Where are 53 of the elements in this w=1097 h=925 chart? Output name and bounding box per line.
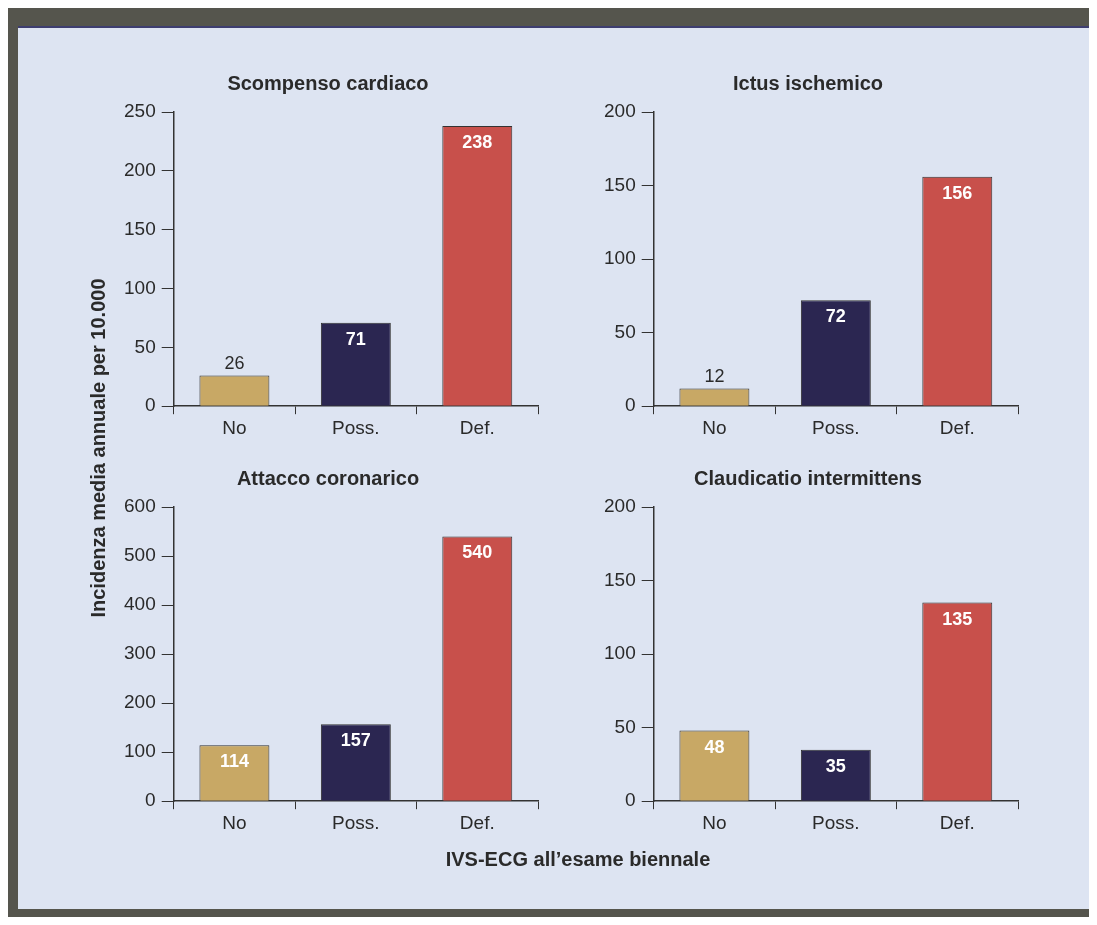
y-tick-label: 0 <box>625 394 636 416</box>
x-tick-label: Poss. <box>332 416 380 438</box>
data-label: 12 <box>704 365 725 386</box>
y-tick-label: 200 <box>604 100 636 122</box>
data-label: 71 <box>345 328 366 349</box>
x-tick-label: No <box>702 811 727 833</box>
y-tick-label: 200 <box>604 495 636 517</box>
y-tick-label: 100 <box>124 276 156 298</box>
x-tick-label: No <box>222 811 247 833</box>
y-tick-label: 200 <box>124 159 156 181</box>
y-tick-label: 400 <box>124 593 156 615</box>
chart-title: Attacco coronarico <box>236 466 420 489</box>
data-label: 540 <box>462 542 493 563</box>
y-axis-title: Incidenza media annuale per 10.000 <box>86 278 110 618</box>
data-label: 26 <box>224 352 245 373</box>
y-tick-label: 0 <box>145 394 156 416</box>
chart-title: Ictus ischemico <box>732 71 884 94</box>
y-tick-label: 0 <box>145 789 156 811</box>
y-tick-label: 200 <box>124 691 156 713</box>
x-tick-label: Def. <box>459 416 495 438</box>
data-label: 35 <box>825 755 846 776</box>
data-label: 48 <box>704 736 725 757</box>
data-label: 157 <box>340 730 371 751</box>
x-axis-title: IVS-ECG all’esame biennale <box>444 848 712 871</box>
x-tick-label: No <box>702 416 727 438</box>
y-tick-label: 600 <box>124 495 156 517</box>
y-tick-label: 50 <box>614 320 636 342</box>
y-tick-label: 500 <box>124 544 156 566</box>
x-tick-label: Poss. <box>332 811 380 833</box>
y-tick-label: 150 <box>604 173 636 195</box>
x-tick-label: Poss. <box>812 811 860 833</box>
chart-title: Scompenso cardiaco <box>227 71 429 94</box>
data-label: 135 <box>942 608 973 629</box>
y-tick-label: 300 <box>124 642 156 664</box>
data-label: 238 <box>462 132 493 153</box>
y-tick-label: 250 <box>124 100 156 122</box>
x-tick-label: Poss. <box>812 416 860 438</box>
y-tick-label: 100 <box>604 247 636 269</box>
y-tick-label: 50 <box>614 715 636 737</box>
x-tick-label: Def. <box>939 416 975 438</box>
data-label: 114 <box>219 751 249 772</box>
x-tick-label: Def. <box>939 811 975 833</box>
data-label: 72 <box>825 306 846 327</box>
x-tick-label: No <box>222 416 247 438</box>
y-tick-label: 100 <box>604 642 636 664</box>
data-label: 156 <box>942 182 973 203</box>
y-tick-label: 0 <box>625 789 636 811</box>
y-tick-label: 50 <box>134 335 156 357</box>
x-tick-label: Def. <box>459 811 495 833</box>
y-tick-label: 150 <box>124 217 156 239</box>
chart-title: Claudicatio intermittens <box>694 466 922 489</box>
y-tick-label: 100 <box>124 740 156 762</box>
y-tick-label: 150 <box>604 568 636 590</box>
